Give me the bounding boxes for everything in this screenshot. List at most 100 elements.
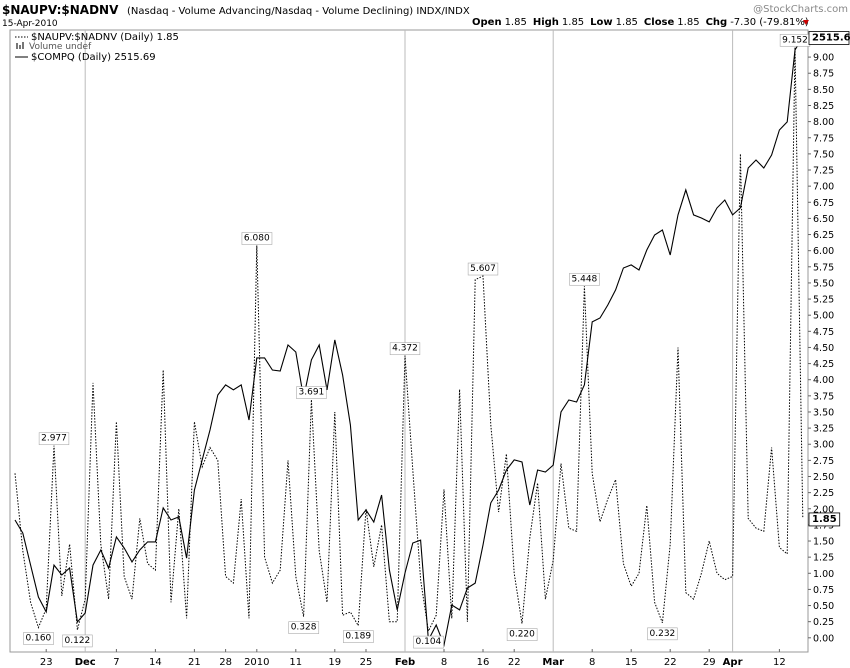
quote-value: 1.85 [616, 17, 638, 28]
last-value: 1.85 [812, 514, 837, 525]
legend-swatch [22, 42, 24, 49]
data-label-box [288, 621, 320, 634]
y-tick-label: 3.75 [813, 391, 834, 402]
x-tick-label: 23 [40, 657, 53, 668]
y-tick-label: 4.50 [813, 343, 834, 354]
data-label-box [296, 386, 327, 399]
x-tick-label: 7 [113, 657, 119, 668]
data-label-box [241, 232, 273, 245]
x-tick-label: Mar [542, 657, 564, 668]
x-tick-label: 8 [441, 657, 447, 668]
data-label: 0.122 [65, 636, 91, 646]
data-label-box [506, 628, 538, 641]
data-label: 2.977 [41, 434, 67, 444]
data-label-box [413, 635, 444, 649]
x-tick-label: Apr [723, 657, 743, 668]
data-label: 0.189 [345, 632, 371, 642]
y-tick-label: 1.50 [813, 537, 834, 548]
y-tick-label: 4.25 [813, 359, 834, 370]
y-tick-label: 8.50 [813, 85, 834, 96]
y-tick-label: 2.50 [813, 472, 834, 483]
x-tick-label: 22 [664, 657, 677, 668]
plot-frame [9, 29, 809, 653]
data-label-box [343, 630, 374, 643]
y-tick-label: 9.00 [813, 53, 834, 64]
description: (Nasdaq - Volume Advancing/Nasdaq - Volu… [127, 6, 470, 17]
series [14, 36, 804, 647]
y-tick-label: 7.75 [813, 133, 834, 144]
data-label: 0.220 [509, 630, 535, 640]
labels: 0.000.250.500.751.001.251.501.752.002.25… [23, 31, 850, 668]
y-tick-label: 5.00 [813, 311, 834, 322]
x-tick-label: 25 [360, 657, 373, 668]
brand: @StockCharts.com [753, 4, 848, 15]
y-tick-label: 6.75 [813, 198, 834, 209]
y-tick-label: 5.25 [813, 295, 834, 306]
last-value: 2515.69 [812, 33, 850, 44]
y-tick-label: 4.75 [813, 327, 834, 338]
data-label: 5.607 [470, 264, 496, 274]
data-label: 0.232 [650, 629, 676, 639]
data-label: 0.328 [291, 623, 317, 633]
y-tick-label: 7.25 [813, 166, 834, 177]
quote-value: 1.85 [505, 17, 527, 28]
data-label-box [38, 432, 70, 446]
y-tick-label: 0.50 [813, 601, 834, 612]
y-tick-label: 0.25 [813, 617, 834, 628]
y-tick-label: 1.25 [813, 553, 834, 564]
legend-label: Volume undef [29, 42, 92, 52]
legend-label: $NAUPV:$NADNV (Daily) 1.85 [31, 32, 179, 43]
y-tick-label: 2.00 [813, 504, 834, 515]
y-tick-label: 7.00 [813, 182, 834, 193]
data-label: 5.448 [572, 274, 598, 284]
data-label: 9.152 [782, 35, 808, 45]
legend: $NAUPV:$NADNV (Daily) 1.85 Volume undef … [15, 32, 179, 63]
x-tick-label: 11 [289, 657, 302, 668]
legend-swatch [16, 43, 18, 49]
x-tick-label: 21 [188, 657, 201, 668]
data-label-box [647, 627, 678, 641]
grid [45, 30, 811, 652]
symbol: $NAUPV:$NADNV [2, 3, 119, 17]
data-label: 3.691 [299, 388, 325, 398]
x-tick-label: Feb [395, 657, 415, 668]
data-label: 6.080 [244, 234, 270, 244]
data-label-box [569, 272, 600, 286]
x-tick-label: 2010 [244, 657, 269, 668]
y-tick-label: 6.25 [813, 230, 834, 241]
date: 15-Apr-2010 [2, 19, 58, 29]
x-tick-label: 14 [149, 657, 162, 668]
x-tick-label: 15 [625, 657, 638, 668]
y-tick-label: 6.50 [813, 214, 834, 225]
quote-label: High [533, 17, 559, 28]
y-tick-label: 8.00 [813, 117, 834, 128]
y-tick-label: 5.75 [813, 262, 834, 273]
y-tick-label: 3.25 [813, 424, 834, 435]
x-tick-label: Dec [75, 657, 96, 668]
quote-label: Open [472, 17, 502, 28]
y-tick-label: 4.00 [813, 375, 834, 386]
quote: Open 1.85 High 1.85 Low 1.85 Close 1.85 Chg -7.30… [472, 17, 809, 28]
data-label: 0.160 [26, 633, 52, 643]
index-line [14, 36, 804, 647]
data-label-box [467, 262, 499, 276]
quote-value: -7.30 (-79.81%) [730, 17, 809, 28]
last-value-box [808, 31, 850, 45]
y-tick-label: 6.00 [813, 246, 834, 257]
x-tick-label: 19 [328, 657, 341, 668]
x-tick-label: 16 [477, 657, 490, 668]
x-tick-label: 22 [508, 657, 521, 668]
y-tick-label: 2.75 [813, 456, 834, 467]
quote-value: 1.85 [677, 17, 699, 28]
y-tick-label: 2.25 [813, 488, 834, 499]
x-tick-label: 29 [703, 657, 716, 668]
data-label: 0.104 [416, 637, 442, 647]
y-tick-label: 0.75 [813, 585, 834, 596]
data-label-box [23, 632, 54, 645]
data-label-box [389, 342, 421, 356]
y-tick-label: 1.00 [813, 569, 834, 580]
y-tick-label: 8.25 [813, 101, 834, 112]
y-tick-label: 0.00 [813, 633, 834, 644]
